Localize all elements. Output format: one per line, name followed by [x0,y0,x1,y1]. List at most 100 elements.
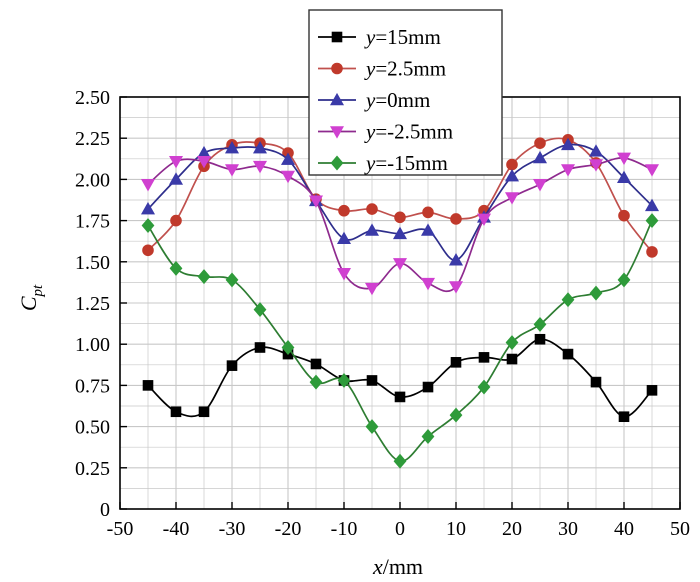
data-point-circle [170,214,182,227]
x-tick-label: -20 [275,518,302,540]
x-tick-label: 10 [446,518,466,540]
data-point-square [310,358,322,370]
data-point-diamond [141,218,155,234]
data-point-triangle-down [560,164,576,177]
data-point-triangle-up [140,201,156,215]
data-point-triangle-down [140,179,156,192]
series-layer [140,134,660,469]
data-point-triangle-down [504,192,520,205]
y-tick-label: 1.00 [75,334,110,356]
y-tick-label: 2.25 [75,128,110,150]
data-point-square [478,352,490,363]
legend-item: y=-15mm [318,151,448,175]
data-point-triangle-down [168,155,184,169]
data-point-triangle-down [308,195,324,208]
axis-ticks: -50 -40 -30 -20 -10 0 10 20 30 40 50 0 0.25 0.50 0.75 1… [75,87,690,540]
data-point-diamond [281,340,295,355]
data-point-triangle-down [588,159,604,172]
data-point-triangle-up [420,223,436,236]
data-point-circle [338,204,350,217]
legend-label: y=-15mm [364,151,448,175]
data-point-triangle-up [364,223,380,236]
data-point-triangle-up [560,137,576,151]
data-point-triangle-down [532,179,548,192]
data-point-triangle-up [588,144,604,157]
y-tick-label: 1.50 [75,252,110,274]
data-point-diamond [477,379,491,395]
data-point-square [394,391,406,403]
data-point-diamond [393,453,407,469]
y-tick-label: 2.50 [75,87,110,109]
data-point-diamond [421,429,435,444]
data-point-triangle-up [252,140,268,154]
legend-marker-triangle-up [329,92,345,106]
legend-label: y=0mm [364,88,430,112]
data-point-square [450,357,462,368]
data-point-diamond [169,260,183,276]
x-tick-label: -50 [107,518,134,540]
data-point-triangle-up [504,168,520,182]
data-point-triangle-down [420,277,436,291]
data-point-circle [618,209,630,222]
y-tick-label: 0 [100,499,110,521]
data-point-diamond [253,302,267,318]
data-point-triangle-down [336,268,352,281]
x-tick-label: 0 [395,518,405,540]
data-point-circle [142,244,154,257]
data-point-diamond [365,419,379,435]
data-point-square [142,380,154,391]
legend-item: y=2.5mm [318,57,446,81]
x-tick-label: -40 [163,518,190,540]
data-point-triangle-down [252,160,268,174]
legend: y=15mm y=2.5mm y=0mm y=-2.5mm y=-15mm [308,9,503,176]
y-tick-label: 0.75 [75,375,110,397]
legend-marker-square [331,31,343,43]
y-axis-label: Cpt [16,284,46,311]
data-point-diamond [225,272,239,288]
data-point-diamond [449,407,463,423]
data-point-square [366,375,378,386]
data-point-diamond [197,269,211,285]
data-point-triangle-down [364,282,380,296]
data-point-square [170,406,182,418]
series-5 [141,213,659,469]
data-point-square [506,353,518,365]
data-point-triangle-up [392,226,408,240]
data-point-triangle-down [476,213,492,227]
data-point-diamond [645,213,659,229]
data-point-circle [534,137,546,149]
data-point-diamond [561,292,575,308]
data-point-circle [366,203,378,215]
data-point-square [562,348,574,360]
data-point-square [534,333,546,345]
x-tick-label: 20 [502,518,522,540]
y-tick-label: 1.25 [75,293,110,315]
data-point-triangle-down [448,281,464,294]
data-point-circle [450,213,462,225]
y-tick-label: 0.25 [75,458,110,480]
data-point-diamond [533,316,547,332]
data-point-triangle-up [336,231,352,245]
y-tick-label: 1.75 [75,211,110,233]
data-point-square [590,376,602,388]
data-point-triangle-down [644,164,660,177]
data-point-triangle-down [224,164,240,177]
data-point-square [618,411,630,423]
data-point-triangle-up [224,140,240,154]
legend-item: y=0mm [318,88,430,112]
data-point-triangle-up [280,152,296,165]
data-point-triangle-up [168,172,184,185]
data-point-triangle-up [644,198,660,212]
data-point-triangle-up [448,253,464,266]
data-point-triangle-down [616,152,632,166]
x-axis-label: x/mm [372,554,423,579]
data-point-triangle-up [616,170,632,184]
data-point-circle [506,158,518,171]
legend-marker-circle [331,62,343,75]
x-tick-label: 50 [670,518,690,540]
data-point-diamond [505,335,519,351]
legend-label: y=15mm [364,25,441,49]
x-tick-label: -10 [331,518,358,540]
y-tick-label: 0.50 [75,417,110,439]
